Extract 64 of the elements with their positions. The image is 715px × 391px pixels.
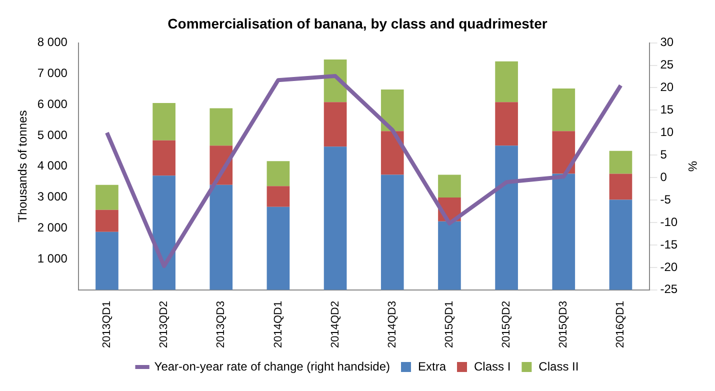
x-tick-label: 2013QD1: [101, 300, 113, 348]
bar: [152, 103, 176, 140]
y2-tick-label: 20: [660, 80, 674, 94]
y-axis-title: Thousands of tonnes: [16, 110, 30, 222]
x-tick-label: 2015QD1: [444, 300, 456, 348]
bar: [210, 184, 233, 290]
legend-label: Year-on-year rate of change (right handside): [154, 359, 390, 374]
y2-tick-label: 5: [660, 147, 668, 162]
bar: [324, 102, 347, 147]
y2-axis-title: %: [685, 161, 700, 172]
bar: [495, 102, 518, 146]
x-tick-label: 2014QD3: [386, 300, 398, 348]
y-tick-label: 2 000: [37, 220, 68, 234]
y-tick-label: 4 000: [37, 158, 68, 173]
bar: [609, 174, 632, 200]
bar: [552, 88, 576, 132]
bar: [152, 140, 176, 176]
bar: [552, 131, 576, 174]
y-tick-label: 1 000: [37, 251, 68, 266]
legend-label: Class II: [538, 359, 579, 374]
bar: [609, 150, 632, 174]
y2-tick-label: -20: [660, 260, 678, 274]
bar: [380, 89, 404, 132]
x-tick-label: 2015QD2: [500, 300, 513, 348]
bar: [210, 108, 233, 146]
bar: [380, 131, 404, 175]
x-tick-label: 2016QD1: [614, 300, 627, 348]
legend-label: Extra: [418, 359, 446, 374]
y2-tick-label: -25: [660, 282, 678, 296]
y2-tick-label: 0: [660, 170, 668, 184]
x-tick-label: 2015QD3: [558, 300, 570, 348]
y-tick-label: 8 000: [37, 35, 68, 50]
y2-tick-label: -10: [660, 214, 678, 229]
bar: [438, 174, 461, 198]
bar: [495, 146, 518, 290]
y-tick-label: 7 000: [37, 66, 68, 80]
x-tick-label: 2014QD2: [329, 300, 342, 348]
bar: [324, 146, 347, 290]
y2-tick-label: 15: [660, 102, 674, 117]
bar: [96, 184, 118, 210]
legend-label: Class I: [474, 359, 511, 374]
y-tick-label: 6 000: [37, 96, 68, 111]
bar: [495, 61, 518, 102]
bar: [609, 200, 632, 290]
chart-title: Commercialisation of banana, by class and quadrimester: [168, 15, 548, 32]
y-tick-label: 3 000: [37, 190, 68, 204]
bar: [152, 176, 176, 290]
bar: [266, 186, 290, 207]
y-tick-label: 5 000: [37, 128, 68, 142]
x-tick-label: 2013QD2: [158, 300, 170, 348]
bar: [96, 232, 118, 290]
y2-tick-label: 25: [660, 58, 674, 72]
x-tick-label: 2013QD3: [215, 300, 228, 348]
bar: [380, 174, 404, 290]
bar: [438, 221, 461, 290]
x-tick-label: 2014QD1: [272, 300, 284, 348]
bar: [96, 210, 118, 232]
bar: [552, 174, 576, 290]
bar: [266, 161, 290, 186]
y2-tick-label: 30: [660, 35, 674, 50]
y2-tick-label: -15: [660, 237, 678, 252]
y2-tick-label: 10: [660, 124, 674, 139]
bar: [266, 206, 290, 290]
y2-tick-label: -5: [660, 192, 672, 206]
